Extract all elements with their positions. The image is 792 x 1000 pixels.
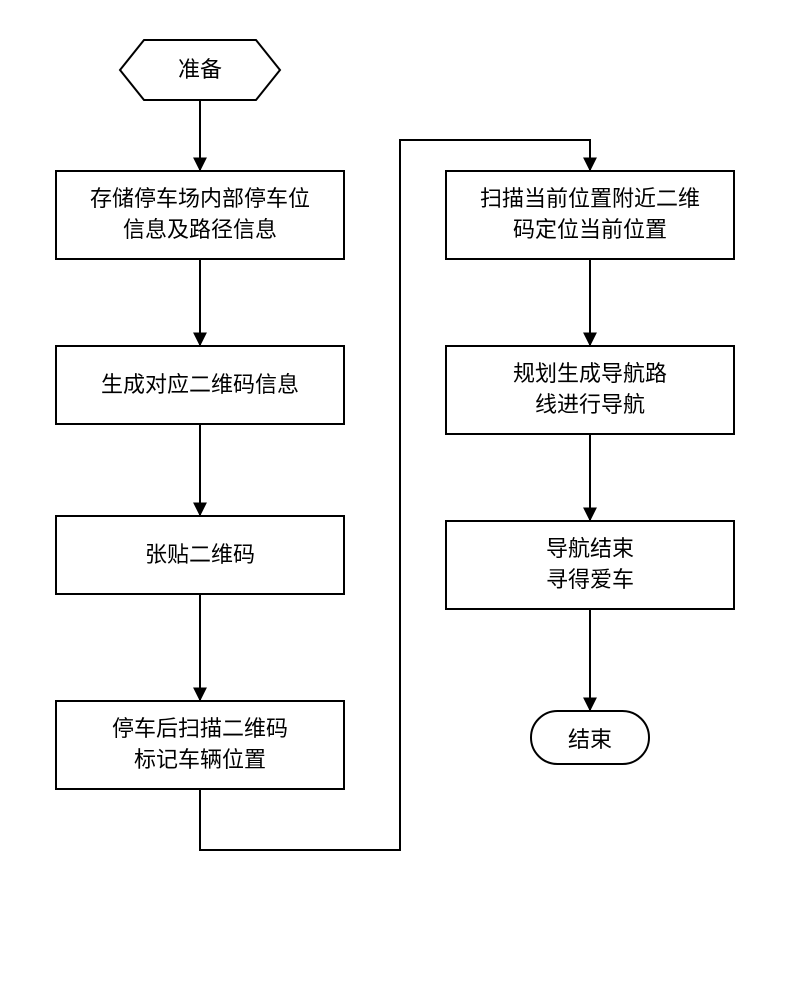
node-s1: 存储停车场内部停车位 信息及路径信息 <box>55 170 345 260</box>
node-end: 结束 <box>530 710 650 765</box>
node-s7: 导航结束 寻得爱车 <box>445 520 735 610</box>
node-s4: 停车后扫描二维码 标记车辆位置 <box>55 700 345 790</box>
node-start <box>120 40 280 100</box>
node-s5: 扫描当前位置附近二维 码定位当前位置 <box>445 170 735 260</box>
node-s6: 规划生成导航路 线进行导航 <box>445 345 735 435</box>
flowchart-canvas: 准备存储停车场内部停车位 信息及路径信息生成对应二维码信息张贴二维码停车后扫描二… <box>0 0 792 1000</box>
edges-layer <box>0 0 792 1000</box>
node-s3: 张贴二维码 <box>55 515 345 595</box>
node-s2: 生成对应二维码信息 <box>55 345 345 425</box>
